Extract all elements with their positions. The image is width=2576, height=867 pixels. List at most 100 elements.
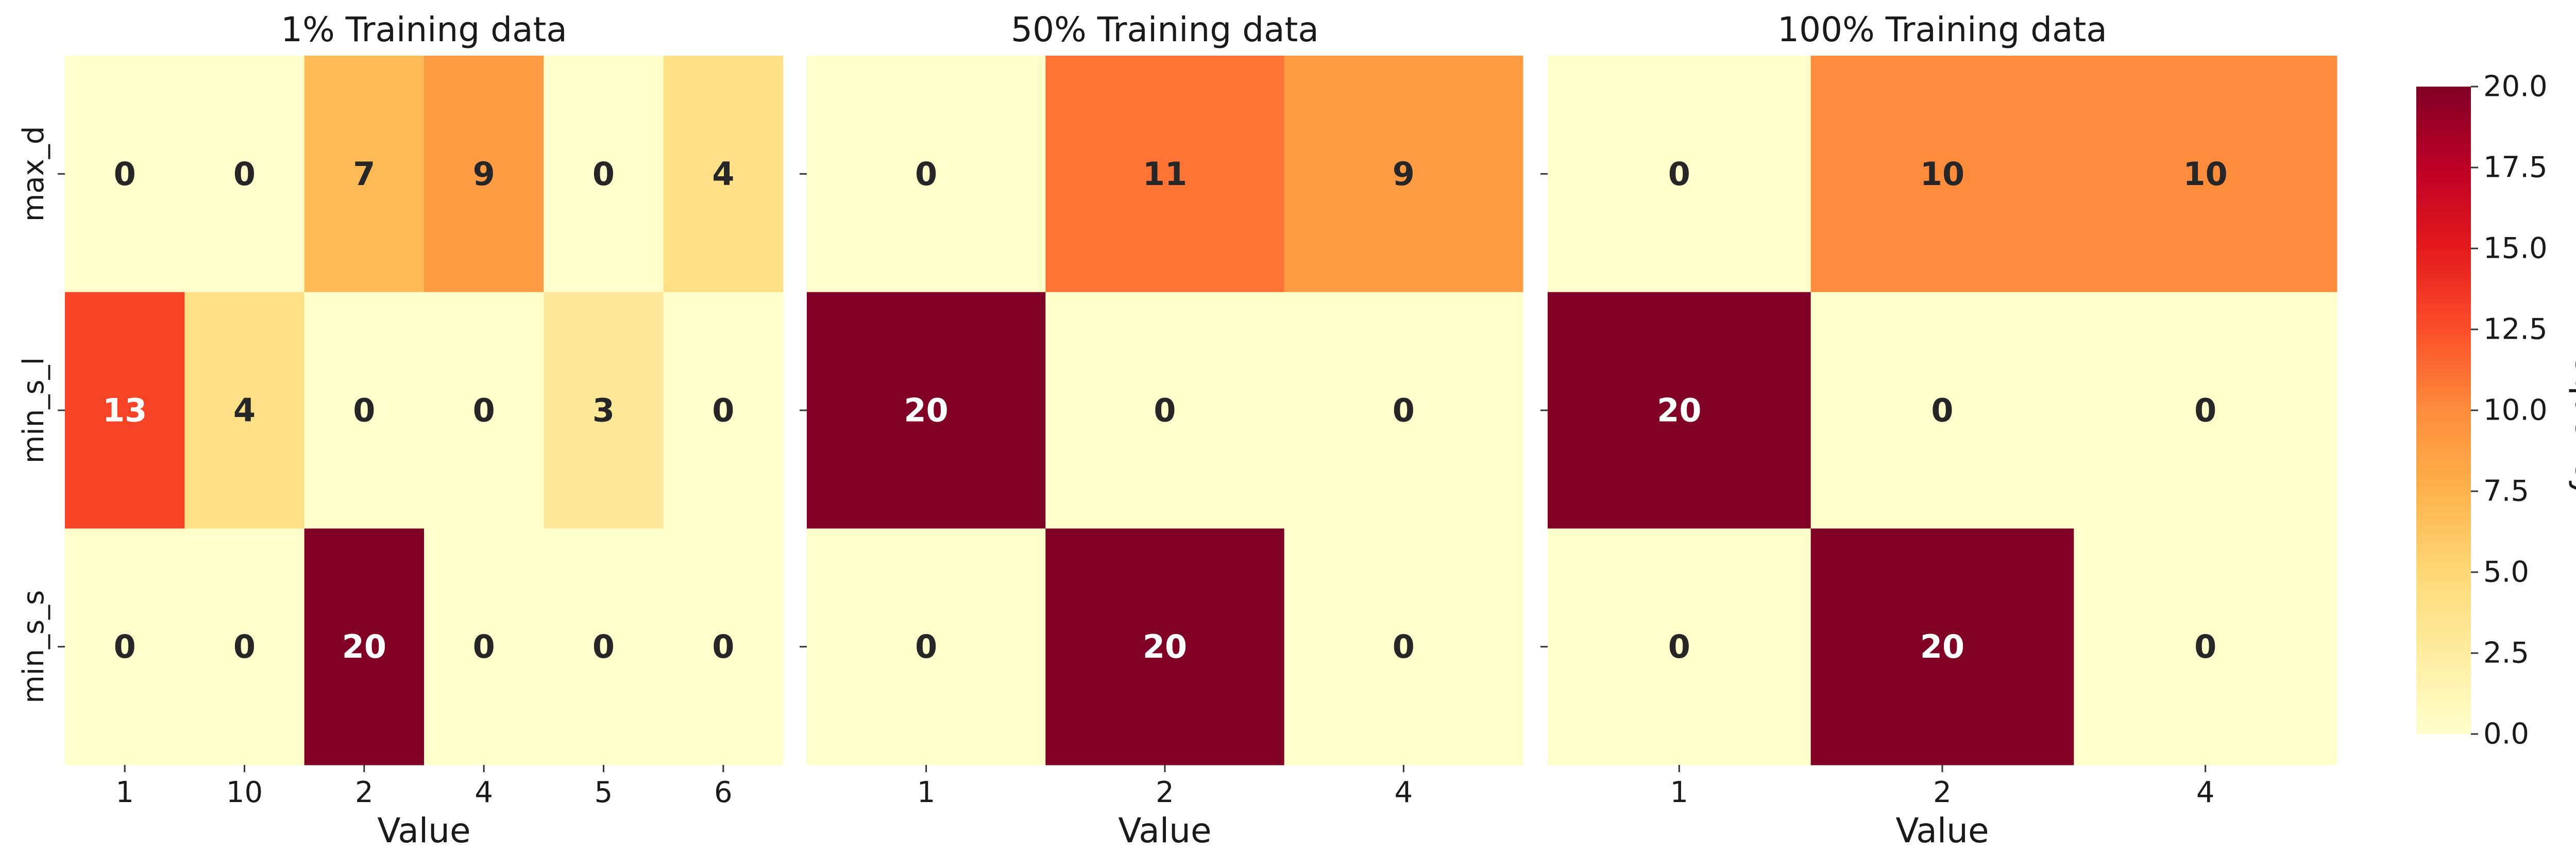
- heatmap-cell: [2074, 56, 2337, 293]
- heatmap-cell: [1548, 528, 1811, 765]
- colorbar-tick-label: 12.5: [2483, 313, 2548, 346]
- cell-value-label: 20: [342, 628, 386, 665]
- cell-value-label: 0: [712, 628, 734, 665]
- colorbar-gradient: [2416, 87, 2471, 734]
- cell-value-label: 0: [915, 628, 937, 665]
- colorbar-tick-label: 10.0: [2483, 394, 2548, 427]
- heatmap-cell: [304, 56, 425, 293]
- cell-value-label: 11: [1143, 155, 1187, 193]
- cell-value-label: 0: [233, 628, 256, 665]
- cell-value-label: 0: [1668, 628, 1690, 665]
- cell-value-label: 10: [1920, 155, 1964, 193]
- colorbar-tick-label: 7.5: [2483, 475, 2529, 508]
- colorbar-tick-label: 2.5: [2483, 637, 2529, 670]
- heatmap-cell: [1284, 528, 1523, 765]
- heatmap-cell: [65, 528, 185, 765]
- heatmap-panel: 0 0 7 9 0 4 13 4 0 0 3 0 0 0 20 0 0 0 1% Training data 1 10 2…: [17, 10, 784, 851]
- colorbar-tick-label: 15.0: [2483, 232, 2548, 265]
- heatmap-cell: [304, 528, 425, 765]
- cell-value-label: 0: [712, 392, 734, 429]
- cell-value-label: 0: [915, 155, 937, 193]
- y-tick-label: max_d: [17, 126, 50, 222]
- x-axis-label: Value: [1895, 811, 1989, 851]
- colorbar: 0.0 2.5 5.0 7.5 10.0 12.5 15.0 17.5 20.0 Frequen…: [2416, 70, 2576, 751]
- x-tick-label: 1: [917, 776, 936, 809]
- heatmap-cell: [663, 528, 784, 765]
- cell-value-label: 0: [114, 628, 136, 665]
- x-axis-label: Value: [377, 811, 470, 851]
- heatmap-cell: [807, 528, 1046, 765]
- cell-value-label: 4: [712, 155, 734, 193]
- x-tick-label: 5: [595, 776, 613, 809]
- heatmap-cell: [304, 292, 425, 529]
- heatmap-cell: [1284, 292, 1523, 529]
- colorbar-tick-label: 17.5: [2483, 151, 2548, 185]
- panel-title: 1% Training data: [281, 10, 567, 49]
- heatmap-cell: [184, 292, 305, 529]
- cell-value-label: 0: [473, 392, 495, 429]
- x-tick-label: 6: [714, 776, 733, 809]
- cell-value-label: 10: [2183, 155, 2228, 193]
- heatmap-cell: [663, 292, 784, 529]
- x-axis-label: Value: [1118, 811, 1211, 851]
- heatmap-panel: 0 11 9 20 0 0 0 20 0 50% Training data 1 2 4 Value: [800, 10, 1523, 851]
- x-tick-label: 4: [2196, 776, 2215, 809]
- heatmap-cell: [65, 56, 185, 293]
- cell-value-label: 0: [1393, 628, 1415, 665]
- cell-value-label: 0: [353, 392, 375, 429]
- colorbar-label: Frequency: [2568, 323, 2576, 498]
- heatmap-cell: [184, 528, 305, 765]
- x-tick-label: 1: [1670, 776, 1689, 809]
- colorbar-tick-label: 20.0: [2483, 70, 2548, 104]
- heatmap-cell: [1548, 56, 1811, 293]
- heatmap-cell: [1284, 56, 1523, 293]
- colorbar-tick-label: 0.0: [2483, 718, 2529, 751]
- heatmap-cell: [1045, 528, 1285, 765]
- heatmap-cell: [2074, 292, 2337, 529]
- colorbar-tick-label: 5.0: [2483, 556, 2529, 589]
- cell-value-label: 0: [1668, 155, 1690, 193]
- heatmap-cell: [807, 56, 1046, 293]
- x-tick-label: 4: [1395, 776, 1413, 809]
- heatmap-cell: [424, 292, 544, 529]
- heatmap-cell: [1810, 292, 2074, 529]
- x-tick-label: 2: [1933, 776, 1952, 809]
- heatmap-cell: [1810, 528, 2074, 765]
- cell-value-label: 0: [592, 155, 615, 193]
- heatmap-panel: 0 10 10 20 0 0 0 20 0 100% Training data 1 2 4 Value: [1540, 10, 2337, 851]
- cell-value-label: 7: [353, 155, 375, 193]
- cell-value-label: 0: [1931, 392, 1953, 429]
- cell-value-label: 0: [114, 155, 136, 193]
- cell-value-label: 0: [1154, 392, 1176, 429]
- cell-value-label: 9: [473, 155, 495, 193]
- heatmap-cell: [663, 56, 784, 293]
- cell-value-label: 3: [592, 392, 615, 429]
- heatmap-cell: [424, 56, 544, 293]
- heatmap-cell: [544, 56, 664, 293]
- panel-title: 50% Training data: [1011, 10, 1319, 49]
- heatmap-cell: [807, 292, 1046, 529]
- heatmap-cell: [1045, 292, 1285, 529]
- x-tick-label: 10: [226, 776, 263, 809]
- y-tick-label: min_s_l: [17, 357, 50, 463]
- cell-value-label: 0: [473, 628, 495, 665]
- panel-title: 100% Training data: [1777, 10, 2107, 49]
- x-tick-label: 2: [355, 776, 374, 809]
- cell-value-label: 0: [592, 628, 615, 665]
- heatmap-cell: [65, 292, 185, 529]
- cell-value-label: 0: [2194, 628, 2216, 665]
- cell-value-label: 13: [103, 392, 147, 429]
- cell-value-label: 20: [1920, 628, 1964, 665]
- heatmap-cell: [184, 56, 305, 293]
- cell-value-label: 0: [2194, 392, 2216, 429]
- cell-value-label: 9: [1393, 155, 1415, 193]
- x-tick-label: 1: [115, 776, 134, 809]
- heatmap-cell: [1045, 56, 1285, 293]
- cell-value-label: 0: [233, 155, 256, 193]
- x-tick-label: 4: [474, 776, 493, 809]
- heatmap-cell: [1810, 56, 2074, 293]
- cell-value-label: 0: [1393, 392, 1415, 429]
- y-tick-label: min_s_s: [17, 590, 50, 704]
- heatmap-cell: [424, 528, 544, 765]
